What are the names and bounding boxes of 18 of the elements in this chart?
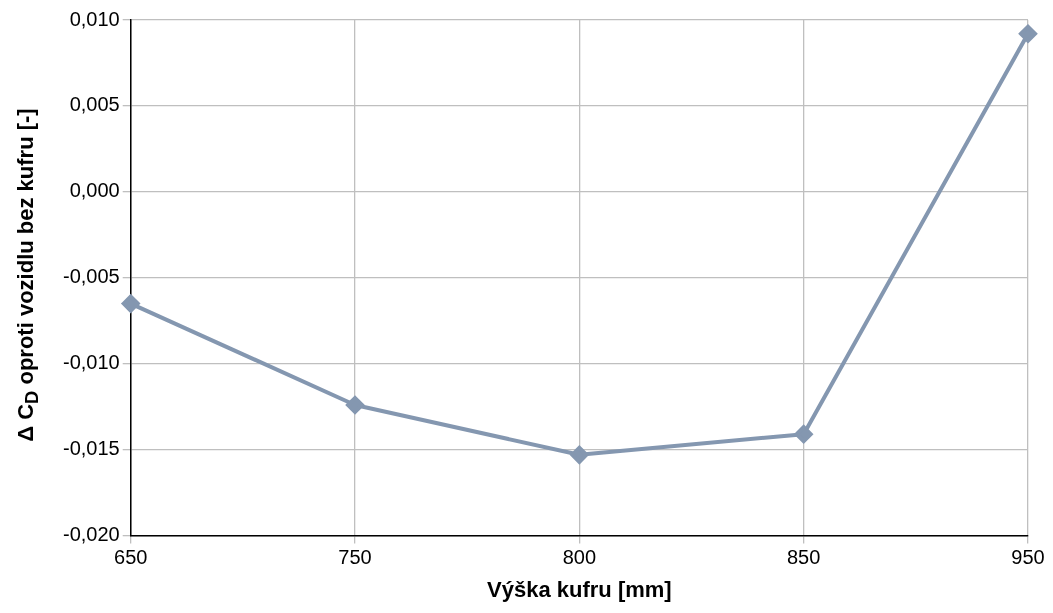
x-axis-title: Výška kufru [mm] bbox=[487, 576, 672, 602]
y-tick-label: -0,020 bbox=[62, 523, 120, 546]
x-tick-label: 950 bbox=[1011, 546, 1045, 569]
x-tick-label: 800 bbox=[562, 546, 597, 569]
y-tick-label: -0,010 bbox=[62, 351, 120, 374]
y-tick-label: 0,005 bbox=[69, 93, 120, 116]
y-tick-label: -0,015 bbox=[62, 437, 120, 460]
y-tick-label: 0,010 bbox=[69, 7, 120, 30]
y-tick-label: 0,000 bbox=[69, 179, 120, 202]
x-tick-label: 650 bbox=[114, 546, 148, 569]
y-tick-label: -0,005 bbox=[62, 265, 120, 288]
x-tick-label: 850 bbox=[786, 546, 821, 569]
point bbox=[121, 294, 140, 313]
point bbox=[1019, 24, 1037, 43]
point bbox=[346, 395, 365, 414]
point bbox=[570, 445, 589, 464]
point bbox=[794, 425, 813, 444]
x-tick-label: 750 bbox=[338, 546, 372, 569]
